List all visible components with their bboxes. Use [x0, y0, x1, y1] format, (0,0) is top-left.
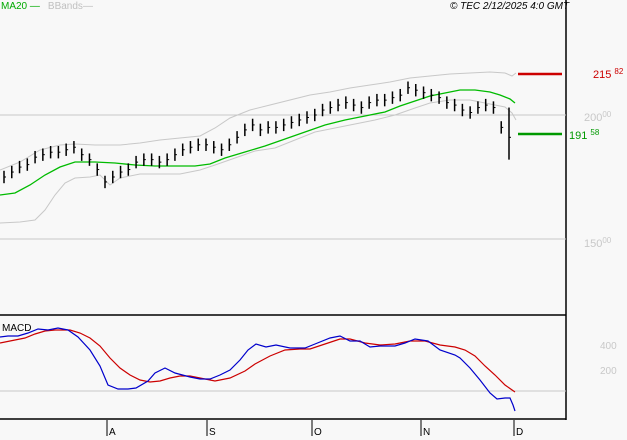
bband-lower-line — [0, 99, 517, 224]
ma20-line — [0, 89, 516, 196]
x-tick-label: O — [314, 427, 322, 438]
legend-bbands: BBands— — [47, 1, 93, 12]
support-label: 191 58 — [569, 128, 600, 142]
legend: MA20 — BBands— — [1, 1, 93, 12]
x-tick-label: S — [209, 427, 216, 438]
x-tick-label: N — [423, 427, 431, 438]
bband-upper-line — [0, 71, 517, 171]
macd-axis-200: 200 — [600, 366, 617, 377]
x-tick-label: A — [109, 427, 116, 438]
macd-label: MACD — [2, 323, 32, 334]
legend-ma20: MA20 — — [1, 1, 40, 12]
price-label-200: 20000 — [584, 110, 612, 124]
x-tick-label: D — [516, 427, 524, 438]
price-label-150: 15000 — [584, 236, 612, 250]
macd-signal-line — [0, 329, 516, 393]
macd-line — [0, 327, 516, 412]
macd-axis-400: 400 — [600, 341, 617, 352]
copyright-text: © TEC 2/12/2025 4:0 GMT — [450, 1, 570, 12]
resistance-label: 215 82 — [593, 67, 624, 81]
price-bars — [3, 81, 511, 189]
